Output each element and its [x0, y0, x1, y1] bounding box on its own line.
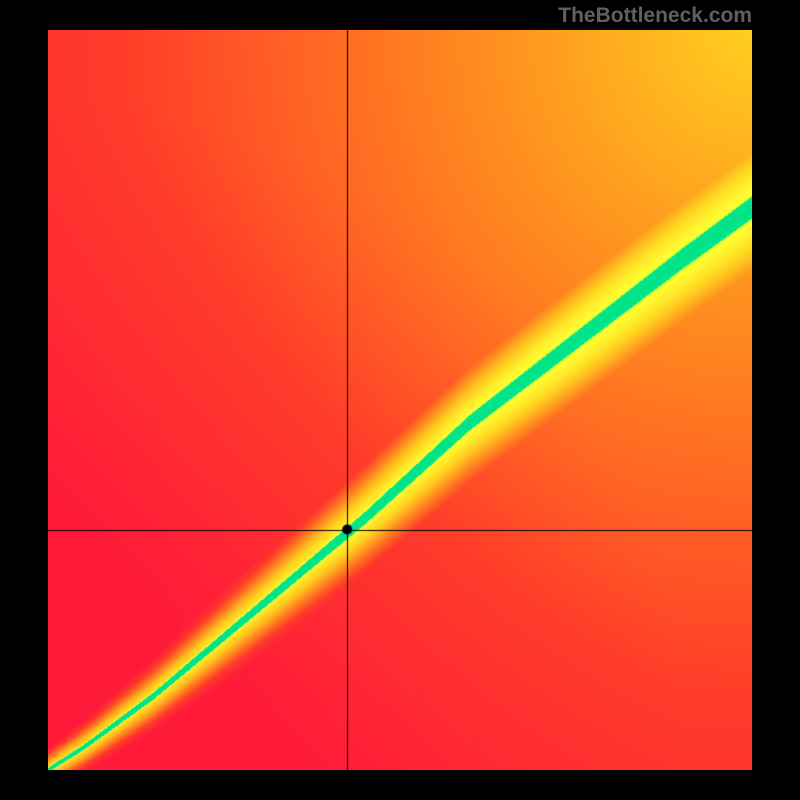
watermark-text: TheBottleneck.com	[558, 4, 752, 28]
bottleneck-heatmap	[48, 30, 752, 770]
chart-container: { "figure": { "canvas_width": 800, "canv…	[0, 0, 800, 800]
